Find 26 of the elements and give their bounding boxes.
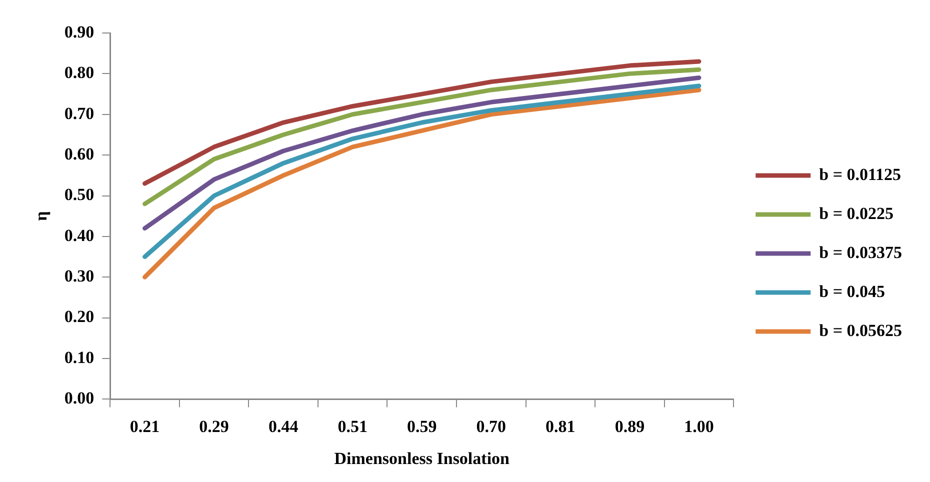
- y-tick-label: 0.50: [64, 185, 94, 204]
- y-tick-label: 0.90: [64, 22, 94, 42]
- y-tick-label: 0.80: [64, 63, 94, 82]
- legend-label: b = 0.05625: [819, 320, 902, 340]
- x-tick-label: 1.00: [684, 416, 714, 436]
- x-tick-label: 0.81: [546, 416, 576, 436]
- y-axis-title: η: [32, 211, 51, 221]
- legend-label: b = 0.01125: [819, 164, 902, 184]
- y-tick-label: 0.60: [64, 144, 94, 164]
- legend-label: b = 0.03375: [819, 242, 902, 262]
- x-tick-label: 0.59: [407, 416, 437, 436]
- y-tick-label: 0.70: [64, 104, 94, 123]
- x-tick-label: 0.21: [130, 416, 160, 436]
- x-tick-label: 0.70: [476, 416, 506, 436]
- y-tick-label: 0.30: [64, 266, 94, 286]
- legend-label: b = 0.045: [819, 282, 886, 301]
- x-tick-label: 0.29: [199, 416, 229, 436]
- x-tick-label: 0.89: [614, 416, 645, 436]
- y-tick-label: 0.20: [64, 307, 94, 326]
- legend-label: b = 0.0225: [819, 204, 894, 223]
- y-tick-label: 0.40: [64, 226, 94, 245]
- x-axis-title: Dimensonless Insolation: [334, 449, 510, 468]
- y-tick-label: 0.10: [64, 348, 94, 367]
- x-tick-label: 0.44: [268, 416, 299, 436]
- y-tick-label: 0.00: [64, 388, 94, 408]
- x-tick-label: 0.51: [338, 416, 368, 436]
